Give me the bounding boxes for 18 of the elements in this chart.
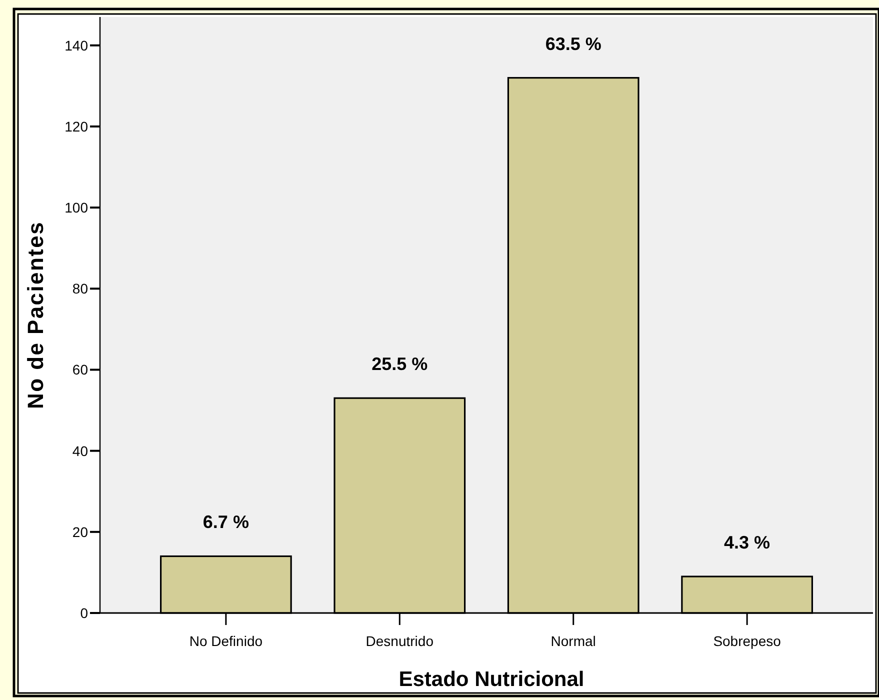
annotation: 25.5 % [372, 354, 428, 374]
annotation: 4.3 % [724, 532, 770, 553]
x-tick-label: Sobrepeso [713, 633, 782, 649]
x-tick-label: Desnutrido [366, 633, 434, 649]
y-tick-label: 120 [64, 118, 88, 134]
x-tick-label: No Definido [189, 633, 263, 649]
annotation: 6.7 % [202, 512, 249, 532]
y-tick-label: 80 [72, 280, 88, 297]
x-axis-title: Estado Nutricional [398, 668, 584, 691]
y-tick-label: 40 [72, 442, 88, 459]
annotation: 63.5 % [545, 34, 602, 54]
y-tick-label: 100 [64, 200, 88, 216]
y-axis-title: No de Pacientes [23, 221, 48, 409]
y-tick-label: 20 [72, 524, 88, 540]
y-tick-label: 60 [72, 362, 88, 378]
y-tick-label: 140 [64, 37, 88, 54]
x-tick-label: Normal [550, 633, 596, 649]
y-tick-label: 0 [80, 605, 88, 621]
